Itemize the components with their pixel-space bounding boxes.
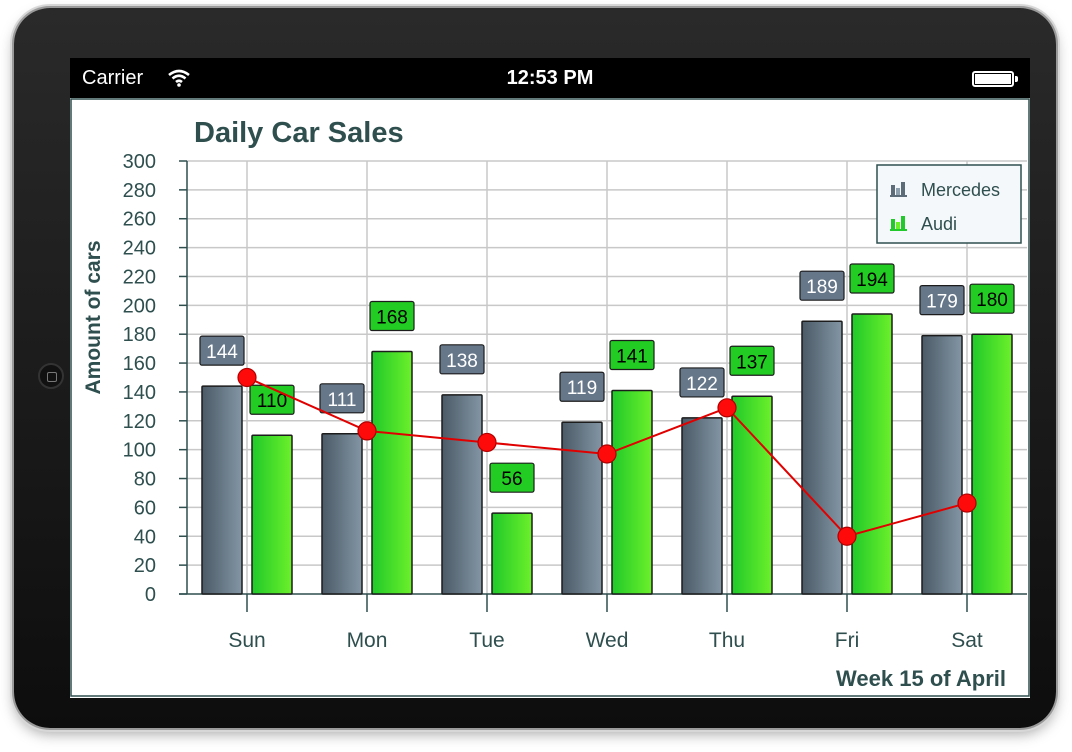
legend-audi-icon [891,219,895,229]
audi-label-box [969,283,1015,314]
trend-point [477,432,497,453]
audi-bar [971,333,1013,595]
trend-point [717,398,737,418]
mercedes-data-label: 179 [926,292,958,313]
mercedes-data-label: 111 [328,390,357,411]
x-tick-label: Sun [228,629,265,652]
x-tick-label: Sat [951,629,983,652]
legend-mercedes-icon [890,195,907,197]
mercedes-label-box [799,270,845,301]
audi-label-box [729,345,775,376]
y-tick-label: 0 [145,584,156,606]
mercedes-label-box [919,285,965,316]
trend-point [837,526,857,546]
mercedes-data-label: 122 [686,374,718,395]
legend-mercedes-label: Mercedes [921,180,1000,200]
audi-label-box [369,300,415,332]
audi-label-box [849,263,895,294]
mercedes-bar [681,417,723,595]
legend-mercedes-icon [901,182,905,195]
mercedes-bar [921,334,963,595]
audi-data-label: 141 [616,346,648,367]
audi-bar [371,350,413,595]
mercedes-bar [321,433,363,595]
y-tick-label: 280 [123,180,156,202]
chart-view: Daily Car Sales 0 20 40 60 80 100 120 140 160 180 2… [70,98,1030,698]
mercedes-data-label: 144 [206,342,238,363]
legend-audi-icon [901,216,905,229]
legend-mercedes-icon [891,185,895,195]
y-tick-label: 160 [123,353,156,375]
y-tick-label: 140 [123,382,156,404]
ipad-frame: Carrier 12:53 PM Daily Car Sales 0 20 40 60 8… [14,8,1056,728]
audi-data-label: 110 [257,391,287,412]
legend-audi-label: Audi [921,214,957,234]
legend-mercedes-icon [896,188,900,195]
x-tick-label: Wed [586,629,629,652]
home-button[interactable] [38,363,64,389]
audi-data-label: 194 [856,270,888,291]
y-tick-label: 20 [134,555,156,577]
mercedes-label-box [439,344,485,375]
x-tick-label: Tue [469,629,504,652]
y-tick-label: 80 [134,469,156,491]
audi-bar [251,434,293,595]
status-bar: Carrier 12:53 PM [70,58,1030,98]
mercedes-label-box [559,371,605,402]
screen: Carrier 12:53 PM Daily Car Sales 0 20 40 60 8… [70,58,1030,698]
mercedes-data-label: 119 [567,378,597,399]
audi-bar [611,389,653,595]
x-tick-label: Mon [347,629,388,652]
chart-title: Daily Car Sales [194,117,404,149]
mercedes-label-box [319,383,365,414]
audi-label-box [489,462,535,493]
carrier-label: Carrier [82,67,144,89]
trend-point [357,421,377,441]
y-tick-label: 180 [123,324,156,346]
audi-data-label: 168 [376,308,408,329]
x-tick-label: Thu [709,629,745,652]
y-tick-label: 260 [123,209,156,231]
y-tick-label: 300 [123,151,156,173]
audi-label-box [609,339,655,371]
mercedes-bar [801,320,843,595]
audi-data-label: 56 [501,469,522,490]
y-tick-label: 100 [123,440,156,462]
legend: Mercedes Audi [876,164,1022,244]
mercedes-label-box [199,335,245,366]
wifi-icon [168,69,190,92]
y-tick-label: 40 [134,526,156,548]
mercedes-label-box [679,367,725,398]
mercedes-bar [201,385,243,595]
trend-point [237,367,257,388]
x-tick-label: Fri [835,629,860,652]
audi-bar [491,512,533,595]
legend-audi-icon [890,229,907,231]
x-axis-title: Week 15 of April [836,666,1006,691]
audi-data-label: 180 [976,290,1008,311]
mercedes-bar [441,394,483,595]
clock: 12:53 PM [506,67,594,89]
sales-chart: Daily Car Sales 0 20 40 60 80 100 120 140 160 180 2… [70,98,1030,697]
trend-point [957,493,977,513]
mercedes-data-label: 189 [806,277,838,298]
battery-icon [972,71,1018,87]
y-axis-title: Amount of cars [82,240,105,394]
audi-bar [851,313,893,595]
trend-point [597,444,617,464]
y-tick-label: 200 [123,295,156,317]
legend-audi-icon [896,222,900,229]
y-tick-label: 240 [123,238,156,260]
y-tick-label: 120 [123,411,156,433]
mercedes-bar [561,421,603,595]
audi-data-label: 137 [736,352,768,373]
audi-bar [731,395,773,595]
y-tick-label: 220 [123,266,156,288]
mercedes-data-label: 138 [446,351,478,372]
y-tick-label: 60 [134,497,156,519]
